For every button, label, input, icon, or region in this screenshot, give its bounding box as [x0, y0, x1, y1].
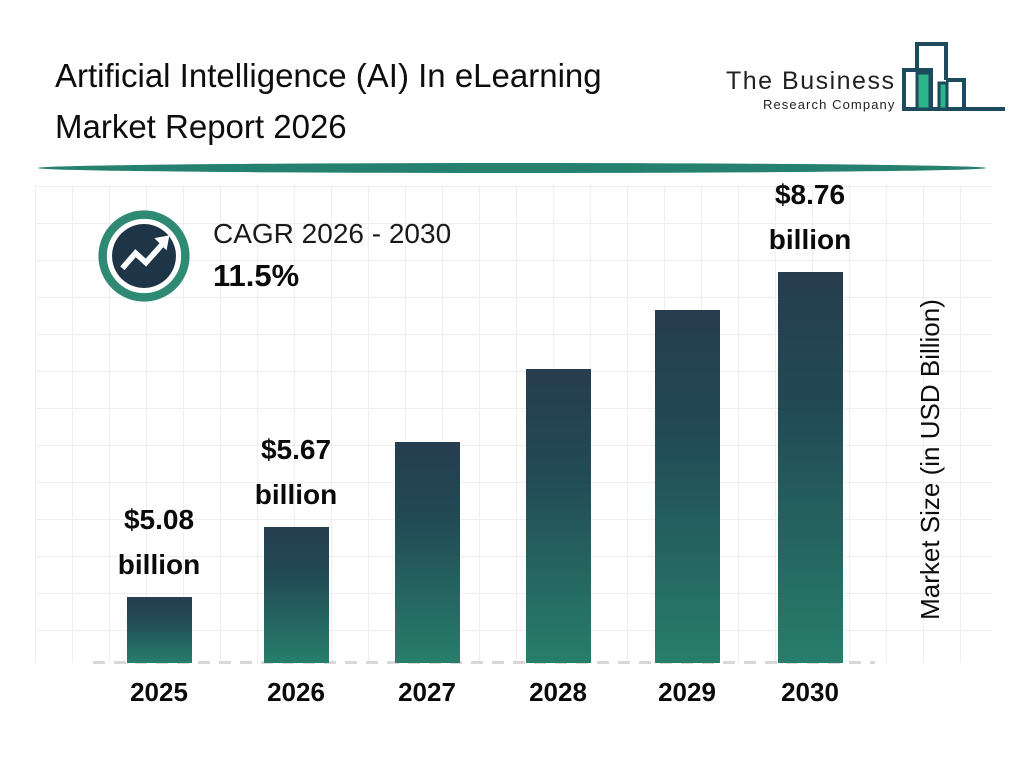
value-label-unit-2030: billion: [768, 224, 852, 255]
growth-trend-icon: [98, 210, 190, 302]
value-label-2026: $5.67 billion: [216, 427, 376, 517]
cagr-badge: CAGR 2026 - 2030 11.5%: [97, 209, 451, 303]
x-tick-2027: 2027: [398, 677, 456, 707]
page-title-line2: Market Report 2026: [55, 108, 347, 146]
x-tick-2028: 2028: [529, 677, 587, 707]
value-label-unit-2026: billion: [254, 479, 338, 510]
x-tick-2025: 2025: [130, 677, 188, 707]
x-tick-2026: 2026: [267, 677, 325, 707]
page-title-line1: Artificial Intelligence (AI) In eLearnin…: [55, 57, 602, 94]
x-axis-baseline: [93, 661, 875, 664]
bar-2027: [394, 442, 460, 663]
company-subname: Research Company: [762, 97, 896, 112]
x-tick-2030: 2030: [781, 677, 839, 707]
value-label-2030: $8.76 billion: [730, 172, 890, 262]
bar-2030: [777, 272, 843, 663]
bar-2029: [654, 310, 720, 663]
page-title: Artificial Intelligence (AI) In eLearnin…: [55, 50, 735, 152]
value-label-unit-2025: billion: [117, 549, 201, 580]
cagr-range-label: CAGR 2026 - 2030: [213, 218, 452, 249]
company-logo: The Business Research Company: [726, 40, 1009, 116]
bar-2026: [263, 527, 329, 663]
bar-2025: [126, 597, 192, 663]
bar-2028: [525, 369, 591, 663]
cagr-text-block: CAGR 2026 - 2030 11.5%: [213, 218, 451, 294]
title-divider: [38, 163, 986, 173]
company-name: The Business: [726, 67, 896, 95]
company-logo-text: The Business Research Company: [726, 67, 895, 116]
x-tick-2029: 2029: [658, 677, 716, 707]
bar-chart-logo-icon: [902, 42, 1006, 111]
cagr-value: 11.5%: [213, 258, 300, 293]
value-label-2025: $5.08 billion: [79, 497, 239, 587]
y-axis-title: Market Size (in USD Billion): [915, 299, 945, 620]
